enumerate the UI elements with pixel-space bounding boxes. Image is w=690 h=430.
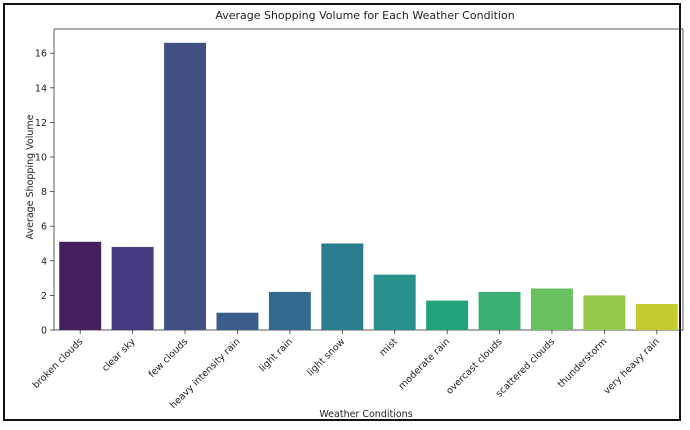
- chart-frame: [3, 3, 681, 421]
- bar: [583, 295, 626, 330]
- bar: [111, 246, 154, 330]
- x-tick-label: moderate rain: [397, 336, 453, 392]
- x-tick-label: overcast clouds: [444, 336, 504, 396]
- y-tick-label: 16: [35, 49, 47, 60]
- bar: [164, 42, 207, 330]
- bar: [373, 274, 416, 330]
- bar: [530, 288, 573, 330]
- bar: [478, 291, 521, 330]
- y-tick-label: 14: [35, 83, 47, 94]
- y-tick-label: 2: [41, 291, 47, 302]
- x-tick-label: few clouds: [147, 336, 191, 380]
- bar: [216, 312, 259, 330]
- y-axis: 0 2 4 6 8 10 12 14 16: [35, 49, 54, 337]
- x-tick-label: thunderstorm: [556, 336, 610, 390]
- x-tick-label: clear sky: [100, 336, 138, 374]
- x-tick-label: light rain: [257, 336, 295, 374]
- x-tick-label: mist: [378, 336, 401, 359]
- x-axis-label: Weather Conditions: [319, 409, 412, 420]
- y-tick-label: 6: [41, 222, 47, 233]
- x-tick-label: broken clouds: [31, 336, 86, 391]
- y-tick-label: 0: [41, 326, 47, 337]
- chart-title: Average Shopping Volume for Each Weather…: [215, 9, 514, 22]
- y-tick-label: 10: [35, 153, 47, 164]
- bars: [59, 42, 678, 330]
- y-tick-label: 12: [35, 118, 47, 129]
- bar: [635, 304, 678, 330]
- bar: [59, 241, 102, 330]
- x-tick-label: very heavy rain: [602, 336, 662, 396]
- plot-area: [53, 28, 684, 331]
- x-tick-label: scattered clouds: [494, 336, 557, 399]
- y-axis-label: Average Shopping Volume: [25, 114, 36, 239]
- x-tick-label: light snow: [305, 336, 347, 378]
- bar: [321, 243, 364, 330]
- bar: [268, 291, 311, 330]
- y-tick-label: 8: [41, 187, 47, 198]
- y-tick-label: 4: [41, 256, 47, 267]
- bar: [426, 300, 469, 330]
